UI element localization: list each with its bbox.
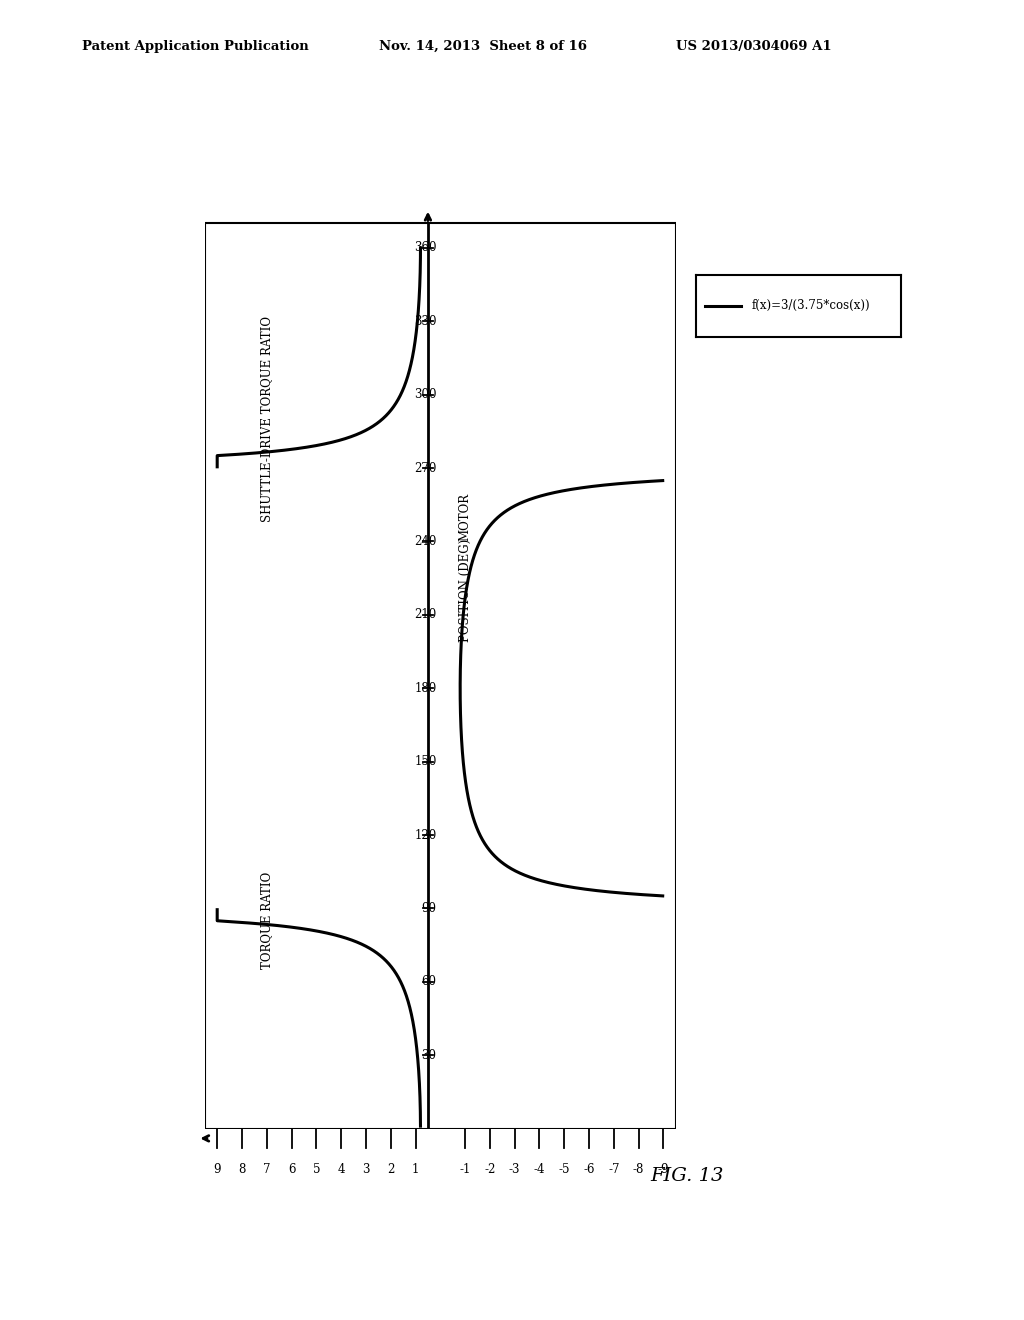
Text: 300: 300	[414, 388, 436, 401]
Text: -9: -9	[657, 1163, 670, 1176]
Text: POSITION (DEG): POSITION (DEG)	[459, 539, 472, 642]
Text: 4: 4	[337, 1163, 345, 1176]
Text: -2: -2	[484, 1163, 496, 1176]
Text: 270: 270	[415, 462, 436, 475]
Text: 60: 60	[422, 975, 436, 989]
Text: Patent Application Publication: Patent Application Publication	[82, 40, 308, 53]
Text: TORQUE RATIO: TORQUE RATIO	[260, 873, 273, 969]
Text: Nov. 14, 2013  Sheet 8 of 16: Nov. 14, 2013 Sheet 8 of 16	[379, 40, 587, 53]
Text: 330: 330	[414, 314, 436, 327]
Text: f(x)=3/(3.75*cos(x)): f(x)=3/(3.75*cos(x))	[752, 300, 870, 312]
Text: 8: 8	[239, 1163, 246, 1176]
Text: 210: 210	[415, 609, 436, 622]
Text: 1: 1	[412, 1163, 419, 1176]
Text: 180: 180	[415, 681, 436, 694]
Text: MOTOR: MOTOR	[459, 492, 472, 541]
Text: 150: 150	[415, 755, 436, 768]
Text: 5: 5	[312, 1163, 321, 1176]
Text: -1: -1	[460, 1163, 471, 1176]
Text: 2: 2	[387, 1163, 394, 1176]
Text: -4: -4	[534, 1163, 545, 1176]
Text: -5: -5	[558, 1163, 570, 1176]
Text: 3: 3	[362, 1163, 370, 1176]
Text: -8: -8	[633, 1163, 644, 1176]
Text: SHUTTLE-DRIVE TORQUE RATIO: SHUTTLE-DRIVE TORQUE RATIO	[260, 317, 273, 523]
Text: 6: 6	[288, 1163, 295, 1176]
Text: FIG. 13: FIG. 13	[650, 1167, 724, 1185]
Text: US 2013/0304069 A1: US 2013/0304069 A1	[676, 40, 831, 53]
Text: 9: 9	[213, 1163, 221, 1176]
Text: 7: 7	[263, 1163, 270, 1176]
Text: -6: -6	[584, 1163, 595, 1176]
Text: 240: 240	[415, 535, 436, 548]
Text: -3: -3	[509, 1163, 520, 1176]
Text: 360: 360	[414, 242, 436, 255]
Text: 30: 30	[422, 1048, 436, 1061]
Text: 90: 90	[422, 902, 436, 915]
Text: 120: 120	[415, 829, 436, 842]
Text: -7: -7	[608, 1163, 620, 1176]
